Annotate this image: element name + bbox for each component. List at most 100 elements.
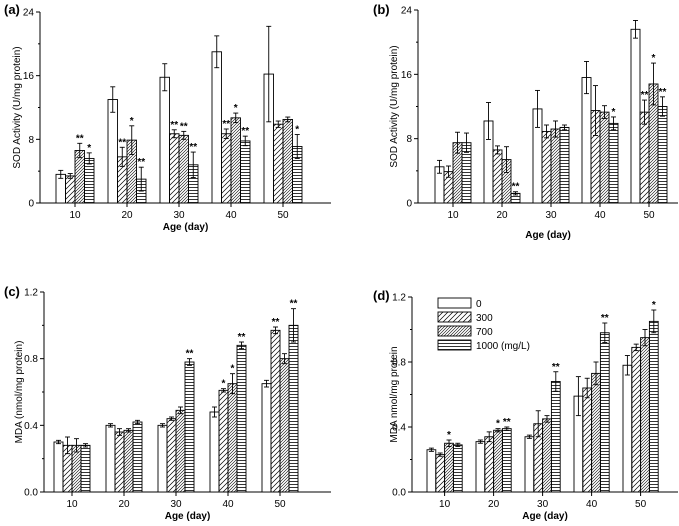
bar xyxy=(493,429,503,493)
x-tick-label: 50 xyxy=(643,210,655,221)
legend-swatch xyxy=(437,311,472,323)
bar xyxy=(221,133,232,204)
significance-star: * xyxy=(222,379,226,390)
x-tick-label: 20 xyxy=(488,499,500,510)
significance-star: ** xyxy=(137,157,145,168)
bar xyxy=(240,140,251,204)
bar xyxy=(178,134,189,204)
y-tick-label: 1.2 xyxy=(392,293,406,304)
bar xyxy=(452,444,463,493)
significance-star: * xyxy=(652,53,656,64)
legend-label: 700 xyxy=(476,327,493,338)
bar xyxy=(184,361,195,493)
y-axis-label: MDA nmol/mg protein xyxy=(389,346,400,442)
significance-star: * xyxy=(231,364,235,375)
significance-star: * xyxy=(130,116,134,127)
bar xyxy=(559,126,570,204)
panel-letter: (c) xyxy=(4,284,20,299)
bar xyxy=(640,337,650,493)
x-tick-label: 40 xyxy=(594,210,606,221)
bar xyxy=(648,320,659,493)
significance-star: ** xyxy=(272,317,280,328)
bar xyxy=(53,441,64,493)
bar xyxy=(582,387,593,493)
bar xyxy=(282,118,293,204)
y-tick-label: 1.2 xyxy=(24,288,38,299)
bar xyxy=(435,454,446,493)
significance-star: * xyxy=(496,419,500,430)
significance-star: ** xyxy=(290,299,298,310)
significance-star: ** xyxy=(186,349,194,360)
bar xyxy=(542,418,552,493)
bar xyxy=(657,106,668,204)
significance-star: ** xyxy=(241,126,249,137)
significance-star: ** xyxy=(189,142,197,153)
x-tick-label: 10 xyxy=(66,499,78,510)
bar xyxy=(524,436,535,493)
y-tick-label: 0.8 xyxy=(392,358,406,369)
significance-star: ** xyxy=(659,87,667,98)
bar xyxy=(270,329,281,493)
significance-star: ** xyxy=(118,137,126,148)
bar xyxy=(209,411,220,493)
bar xyxy=(630,28,641,204)
x-tick-label: 30 xyxy=(173,210,185,221)
significance-star: ** xyxy=(238,332,246,343)
x-tick-label: 50 xyxy=(635,499,647,510)
bar xyxy=(211,51,222,204)
y-tick-label: 0.0 xyxy=(392,488,406,499)
bar xyxy=(107,99,118,204)
y-tick-label: 16 xyxy=(401,70,413,81)
bar xyxy=(80,444,91,493)
bar xyxy=(279,358,290,493)
x-tick-label: 50 xyxy=(277,210,289,221)
bar xyxy=(166,418,177,493)
y-tick-label: 0.0 xyxy=(24,488,38,499)
x-axis-label: Age (day) xyxy=(525,230,571,241)
bar xyxy=(608,122,619,204)
bar xyxy=(261,383,272,493)
bar xyxy=(74,150,85,204)
y-tick-label: 0 xyxy=(406,199,412,210)
x-tick-label: 10 xyxy=(439,499,451,510)
significance-star: ** xyxy=(601,313,609,324)
significance-star: ** xyxy=(180,121,188,132)
legend-swatch xyxy=(437,325,472,337)
legend-label: 300 xyxy=(476,313,493,324)
x-axis-label: Age (day) xyxy=(165,511,211,522)
bar xyxy=(475,441,486,493)
bar xyxy=(236,344,247,493)
significance-star: * xyxy=(447,430,451,441)
legend-swatch xyxy=(437,297,472,309)
x-tick-label: 40 xyxy=(225,210,237,221)
bar xyxy=(123,429,134,493)
bar xyxy=(501,428,512,493)
legend: 0 300 700 1000 (mg/L) xyxy=(437,297,530,352)
x-tick-label: 10 xyxy=(447,210,459,221)
x-tick-label: 20 xyxy=(121,210,133,221)
bar xyxy=(444,442,454,493)
panel-letter: (b) xyxy=(373,2,390,17)
x-tick-label: 40 xyxy=(222,499,234,510)
y-tick-label: 0.4 xyxy=(24,421,38,432)
y-tick-label: 8 xyxy=(28,135,34,146)
y-axis-label: SOD Activity (U/mg protein) xyxy=(389,45,400,167)
significance-star: ** xyxy=(170,120,178,131)
y-tick-label: 24 xyxy=(23,8,35,19)
significance-star: * xyxy=(295,125,299,136)
significance-star: * xyxy=(612,107,616,118)
bar xyxy=(218,389,229,493)
legend-label: 1000 (mg/L) xyxy=(476,341,530,352)
bar xyxy=(599,111,610,204)
chart-panel: (c) 0.0 0.4 0.8 1.2 MDA (nmol/mg protein) 10 20… xyxy=(4,284,331,522)
x-tick-label: 20 xyxy=(496,210,508,221)
bar xyxy=(105,424,116,493)
x-tick-label: 30 xyxy=(545,210,557,221)
bar xyxy=(591,372,601,493)
bar xyxy=(541,130,552,204)
significance-star: * xyxy=(87,143,91,154)
significance-star: ** xyxy=(222,119,230,130)
y-tick-label: 0.8 xyxy=(24,354,38,365)
